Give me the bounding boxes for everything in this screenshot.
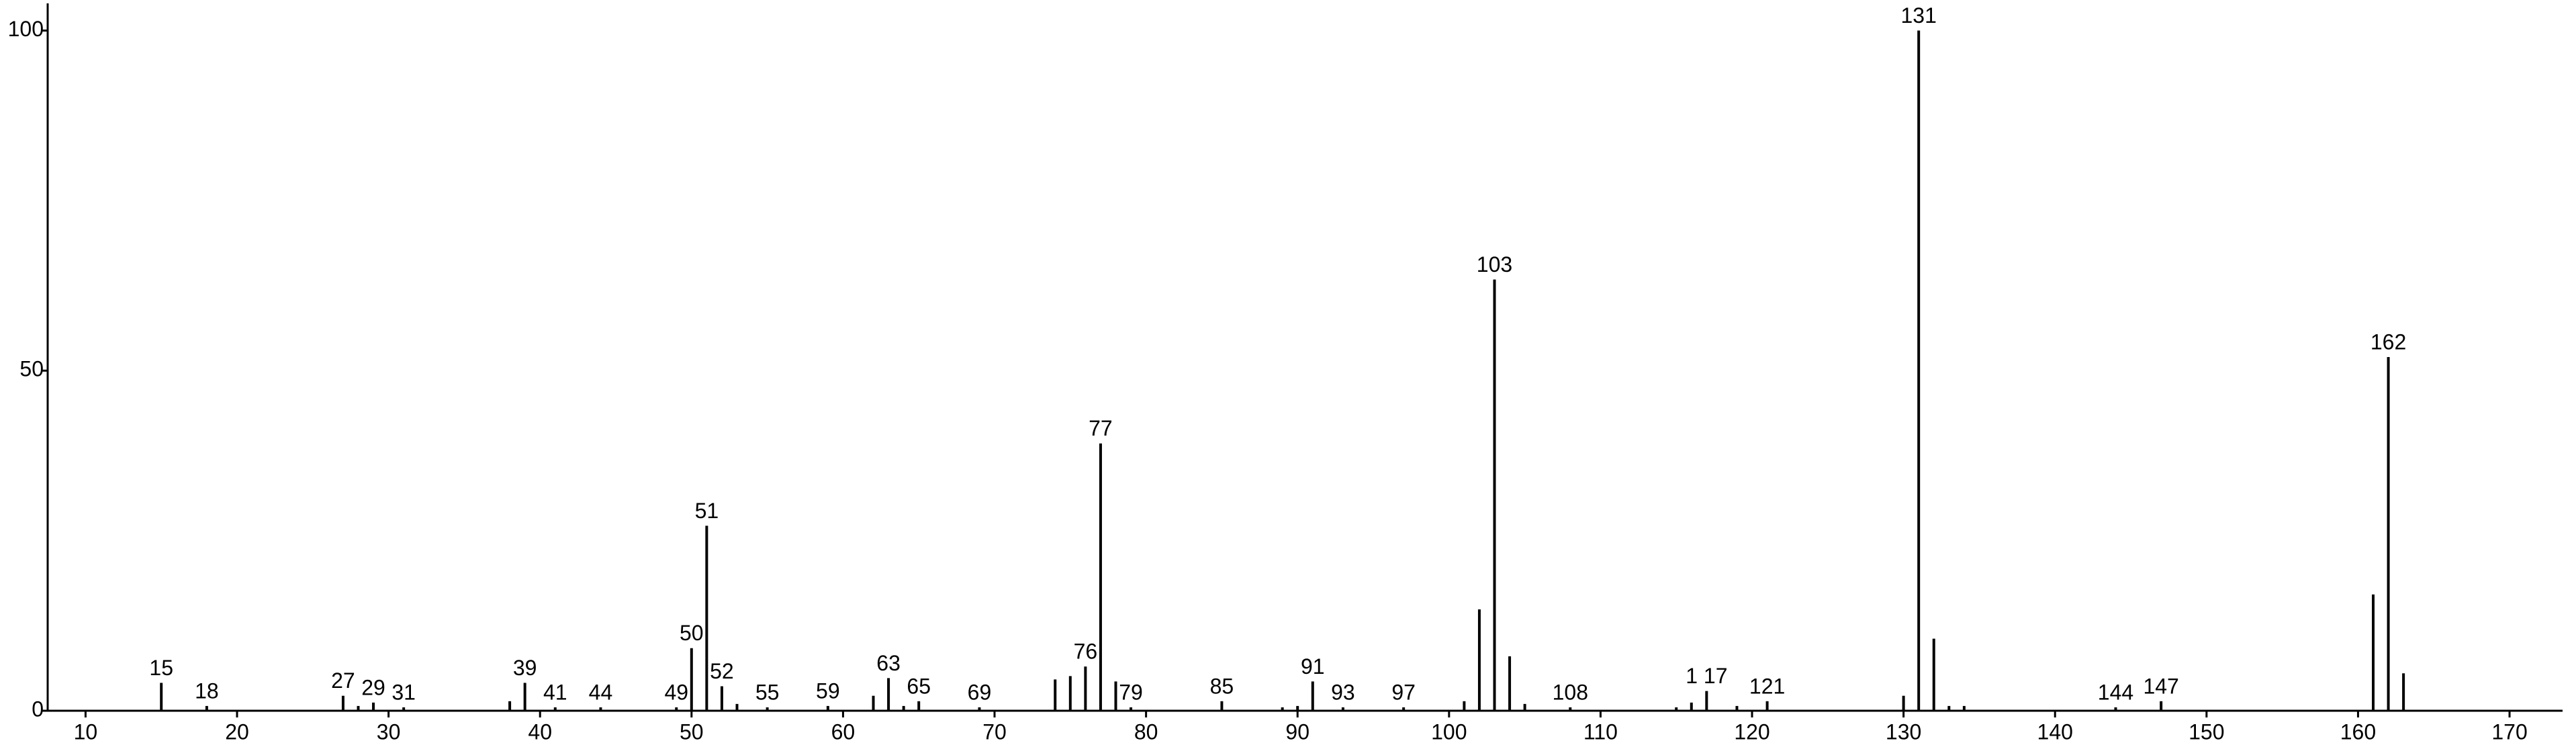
peak-label: 52: [710, 659, 734, 683]
peak-label: 103: [1477, 252, 1512, 277]
peak-label: 93: [1331, 680, 1355, 704]
peak-label: 85: [1210, 674, 1234, 698]
peak-label: 65: [907, 674, 931, 698]
peak-label: 108: [1553, 680, 1588, 704]
peak-label: 144: [2098, 680, 2133, 704]
x-tick-label: 100: [1431, 719, 1467, 744]
x-tick-label: 140: [2037, 719, 2073, 744]
peak-label: 59: [816, 679, 840, 703]
peak-label: 162: [2371, 330, 2406, 354]
peak-label: 18: [195, 679, 219, 703]
peak-label: 1 17: [1686, 664, 1727, 688]
peak-label: 39: [513, 656, 537, 680]
peak-label: 69: [968, 680, 992, 704]
x-tick-label: 50: [680, 719, 704, 744]
x-tick-label: 160: [2340, 719, 2376, 744]
peak-label: 91: [1301, 654, 1325, 679]
peak-label: 63: [876, 651, 901, 675]
x-tick-label: 120: [1734, 719, 1769, 744]
peak-label: 121: [1749, 674, 1785, 698]
y-tick-label: 100: [8, 17, 44, 41]
peak-label: 44: [589, 680, 613, 704]
y-tick-label: 0: [32, 697, 44, 721]
x-tick-label: 130: [1886, 719, 1921, 744]
x-tick-label: 170: [2491, 719, 2527, 744]
x-tick-label: 90: [1285, 719, 1309, 744]
peak-label: 77: [1089, 416, 1113, 440]
peak-label: 29: [361, 675, 385, 699]
x-tick-label: 30: [377, 719, 401, 744]
x-tick-label: 150: [2189, 719, 2224, 744]
peak-label: 147: [2143, 674, 2178, 698]
peak-label: 27: [331, 668, 355, 693]
peak-label: 41: [543, 680, 567, 704]
peak-label: 50: [680, 621, 704, 645]
x-tick-label: 70: [982, 719, 1007, 744]
peak-label: 131: [1900, 3, 1936, 28]
peak-label: 15: [149, 656, 173, 680]
peak-label: 31: [392, 680, 416, 704]
peak-label: 55: [755, 680, 780, 704]
x-tick-label: 20: [225, 719, 249, 744]
peak-label: 97: [1391, 680, 1416, 704]
x-tick-label: 110: [1583, 719, 1618, 744]
x-tick-label: 60: [831, 719, 856, 744]
peak-label: 49: [664, 680, 688, 704]
y-tick-label: 50: [19, 357, 44, 381]
peak-label: 79: [1119, 680, 1143, 704]
x-tick-label: 40: [528, 719, 552, 744]
x-tick-label: 80: [1134, 719, 1158, 744]
peak-label: 76: [1074, 640, 1098, 664]
x-tick-label: 10: [74, 719, 98, 744]
peak-label: 51: [695, 499, 719, 523]
